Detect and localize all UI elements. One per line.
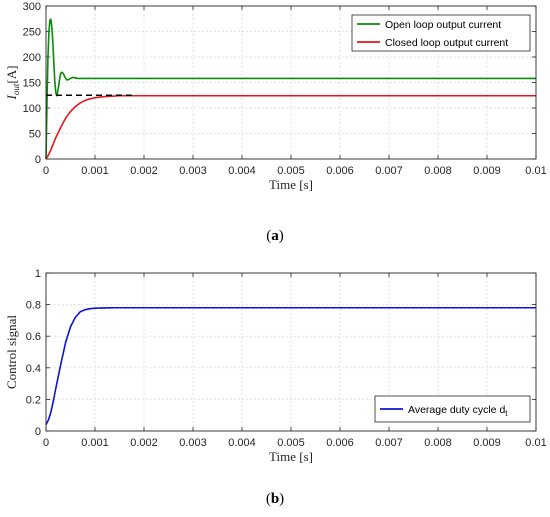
x-tick-label: 0 — [43, 437, 49, 449]
caption-open: ( — [266, 491, 271, 507]
x-tick-label: 0.004 — [228, 165, 256, 177]
x-tick-label: 0.001 — [81, 165, 109, 177]
y-tick-label: 100 — [23, 103, 41, 115]
series-line-1 — [45, 94, 536, 160]
caption-letter: b — [271, 491, 279, 507]
y-tick-label: 0.2 — [26, 394, 41, 406]
x-tick-label: 0.009 — [473, 165, 501, 177]
legend: Average duty cycle dt — [374, 395, 531, 423]
x-tick-label: 0.008 — [424, 165, 452, 177]
y-tick-label: 1 — [35, 268, 41, 280]
legend-label-text: Average duty cycle d — [408, 404, 505, 416]
x-tick-label: 0.007 — [375, 437, 403, 449]
legend-label-text: Closed loop output current — [385, 37, 508, 49]
y-tick-label: 150 — [23, 78, 41, 90]
y-label-subscript: out — [11, 83, 21, 95]
y-tick-label: 0.8 — [26, 300, 41, 312]
y-tick-label: 0.4 — [26, 363, 41, 375]
y-tick-label: 250 — [23, 27, 41, 39]
y-label-unit: [A] — [4, 66, 19, 84]
chart-panel-b: 0 0.001 0.002 0.003 0.004 0.005 0.006 0.007 0.00… — [4, 268, 547, 507]
plot-frame — [45, 5, 537, 160]
y-tick-label: 200 — [23, 52, 41, 64]
caption-letter: a — [271, 228, 279, 244]
caption-close: ) — [279, 491, 284, 507]
plot-frame — [45, 272, 537, 432]
chart-panel-a: 0 0.001 0.002 0.003 0.004 0.005 0.006 0.007 0.00… — [4, 1, 547, 244]
x-tick-label: 0.01 — [525, 437, 546, 449]
x-tick-label: 0 — [43, 165, 49, 177]
y-tick-label: 300 — [23, 1, 41, 13]
y-label-symbol: I — [4, 94, 19, 100]
x-tick-label: 0.003 — [179, 165, 207, 177]
legend-label: Average duty cycle dt — [408, 404, 508, 418]
x-axis-label: Time [s] — [269, 177, 313, 192]
y-axis-label: Iout[A] — [4, 66, 21, 101]
x-tick-label: 0.003 — [179, 437, 207, 449]
y-tick-label: 0 — [35, 426, 41, 438]
legend-label: Open loop output current — [385, 19, 501, 31]
y-tick-label: 0.6 — [26, 331, 41, 343]
caption-close: ) — [279, 228, 284, 244]
x-tick-label: 0.002 — [130, 165, 158, 177]
x-tick-label: 0.008 — [424, 437, 452, 449]
y-axis-label: Control signal — [4, 315, 19, 389]
y-tick-label: 0 — [35, 154, 41, 166]
legend-label: Closed loop output current — [385, 37, 508, 49]
panel-caption: (b) — [266, 491, 284, 507]
x-axis-label: Time [s] — [269, 449, 313, 464]
x-tick-label: 0.004 — [228, 437, 256, 449]
caption-open: ( — [266, 228, 271, 244]
x-tick-label: 0.005 — [277, 165, 305, 177]
y-tick-label: 50 — [29, 129, 41, 141]
series-line-0 — [45, 18, 536, 160]
x-tick-label: 0.009 — [473, 437, 501, 449]
x-tick-label: 0.006 — [326, 437, 354, 449]
x-tick-label: 0.006 — [326, 165, 354, 177]
x-tick-label: 0.001 — [81, 437, 109, 449]
legend-box — [351, 14, 531, 52]
x-tick-label: 0.007 — [375, 165, 403, 177]
panel-caption: (a) — [266, 228, 284, 244]
legend-label-subscript: t — [505, 409, 508, 418]
legend-label-text: Open loop output current — [385, 19, 501, 31]
x-tick-label: 0.01 — [525, 165, 546, 177]
x-tick-label: 0.005 — [277, 437, 305, 449]
series-line-0 — [45, 306, 536, 426]
x-tick-label: 0.002 — [130, 437, 158, 449]
legend: Open loop output current Closed loop outp… — [351, 14, 531, 52]
